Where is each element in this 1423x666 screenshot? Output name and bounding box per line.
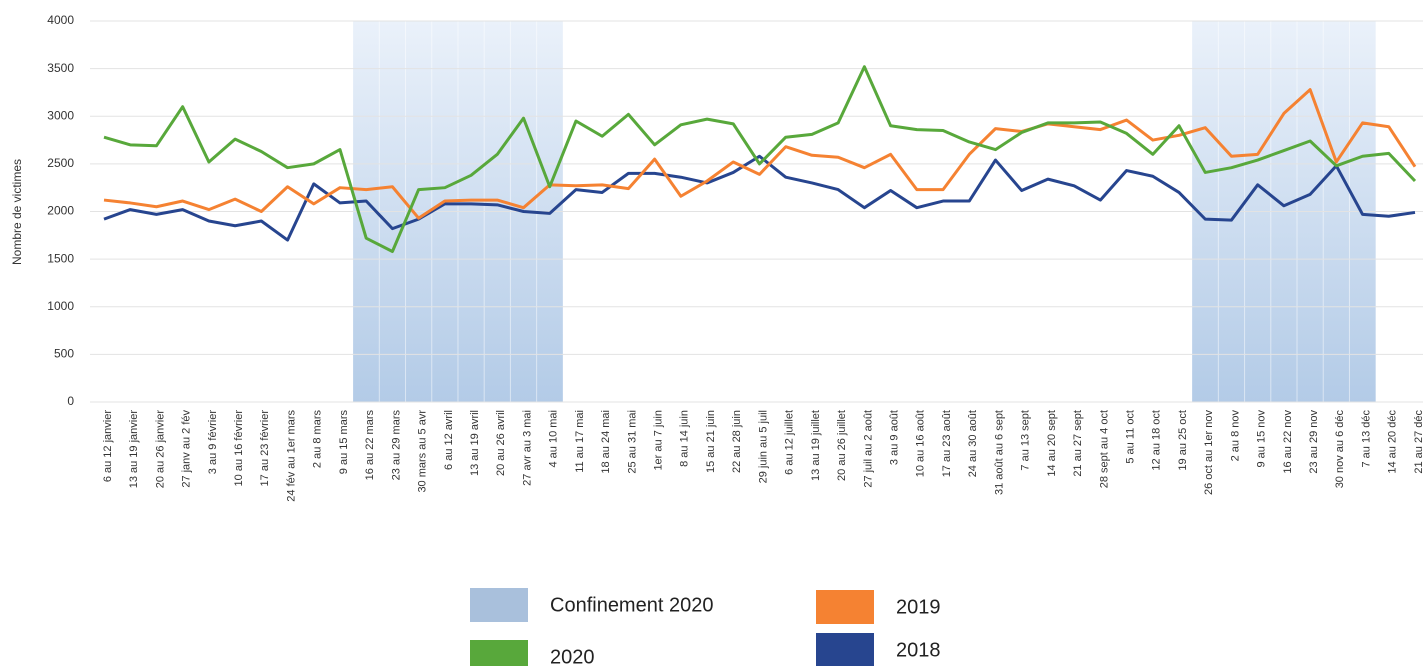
y-tick-label: 2000 (47, 204, 74, 218)
x-tick-label: 20 au 26 avril (495, 410, 507, 476)
x-tick-label: 11 au 17 mai (574, 410, 586, 473)
x-tick-label: 26 oct au 1er nov (1203, 410, 1215, 496)
x-tick-label: 22 au 28 juin (731, 410, 743, 473)
x-tick-label: 9 au 15 nov (1256, 410, 1268, 468)
y-tick-label: 500 (54, 347, 74, 361)
x-tick-label: 8 au 14 juin (679, 410, 691, 467)
x-tick-label: 4 au 10 mai (548, 410, 560, 467)
y-tick-label: 1500 (47, 251, 74, 265)
x-tick-label: 12 au 18 oct (1151, 410, 1163, 471)
legend-swatch (470, 640, 528, 666)
x-tick-label: 7 au 13 sept (1020, 410, 1032, 471)
x-tick-label: 18 au 24 mai (600, 410, 612, 474)
y-tick-label: 0 (67, 394, 74, 408)
x-tick-label: 20 au 26 janvier (154, 410, 166, 489)
x-tick-label: 10 au 16 février (233, 410, 245, 487)
x-tick-label: 7 au 13 déc (1360, 410, 1372, 468)
x-tick-label: 2 au 8 mars (312, 410, 324, 469)
x-tick-label: 13 au 19 juillet (810, 410, 822, 481)
series-line (103, 154, 1416, 242)
legend-swatch (470, 588, 528, 622)
x-tick-label: 6 au 12 juillet (784, 410, 796, 475)
x-tick-label: 10 au 16 août (915, 410, 927, 477)
x-tick-label: 17 au 23 février (259, 410, 271, 487)
x-tick-label: 2 au 8 nov (1229, 410, 1241, 462)
x-tick-label: 16 au 22 nov (1282, 410, 1294, 474)
legend-label: Confinement 2020 (550, 594, 713, 616)
series-line (103, 88, 1417, 220)
x-tick-label: 27 janv au 2 fév (181, 410, 193, 488)
x-tick-label: 28 sept au 4 oct (1098, 410, 1110, 488)
x-tick-label: 6 au 12 avril (443, 410, 455, 470)
x-tick-label: 13 au 19 janvier (128, 410, 140, 489)
x-tick-label: 16 au 22 mars (364, 410, 376, 481)
legend-label: 2019 (896, 596, 941, 618)
legend-swatch (816, 633, 874, 666)
x-tick-label: 27 juil au 2 août (862, 410, 874, 488)
y-axis-label: Nombre de victimes (10, 159, 24, 265)
x-tick-label: 14 au 20 déc (1387, 410, 1399, 474)
x-tick-label: 17 au 23 août (941, 410, 953, 477)
y-tick-label: 3500 (47, 61, 74, 75)
x-tick-label: 5 au 11 oct (1124, 410, 1136, 464)
x-tick-label: 31 août au 6 sept (993, 410, 1005, 495)
x-tick-label: 23 au 29 nov (1308, 410, 1320, 474)
x-tick-label: 3 au 9 août (889, 410, 901, 465)
x-tick-label: 14 au 20 sept (1046, 410, 1058, 477)
x-tick-label: 30 nov au 6 déc (1334, 410, 1346, 489)
y-tick-label: 1000 (47, 299, 74, 313)
x-tick-label: 23 au 29 mars (390, 410, 402, 481)
legend-label: 2018 (896, 639, 941, 661)
x-tick-label: 21 au 27 sept (1072, 410, 1084, 477)
x-tick-label: 19 au 25 oct (1177, 410, 1189, 471)
y-tick-label: 2500 (47, 156, 74, 170)
x-tick-label: 13 au 19 avril (469, 410, 481, 476)
x-tick-label: 29 juin au 5 juil (757, 410, 769, 483)
x-tick-label: 6 au 12 janvier (102, 410, 114, 482)
x-tick-label: 24 fév au 1er mars (285, 410, 297, 502)
y-tick-label: 4000 (47, 13, 74, 27)
y-tick-label: 3000 (47, 108, 74, 122)
x-tick-label: 1er au 7 juin (653, 410, 665, 471)
x-tick-label: 9 au 15 mars (338, 410, 350, 475)
legend-label: 2020 (550, 646, 595, 666)
legend-swatch (816, 590, 874, 624)
x-tick-label: 3 au 9 février (207, 410, 219, 475)
x-tick-label: 30 mars au 5 avr (417, 410, 429, 493)
x-tick-label: 20 au 26 juillet (836, 410, 848, 481)
series-line (103, 65, 1417, 254)
x-tick-label: 27 avr au 3 mai (521, 410, 533, 486)
x-tick-label: 24 au 30 août (967, 410, 979, 477)
x-tick-label: 21 au 27 déc (1413, 410, 1423, 474)
x-tick-label: 15 au 21 juin (705, 410, 717, 473)
x-tick-label: 25 au 31 mai (626, 410, 638, 474)
